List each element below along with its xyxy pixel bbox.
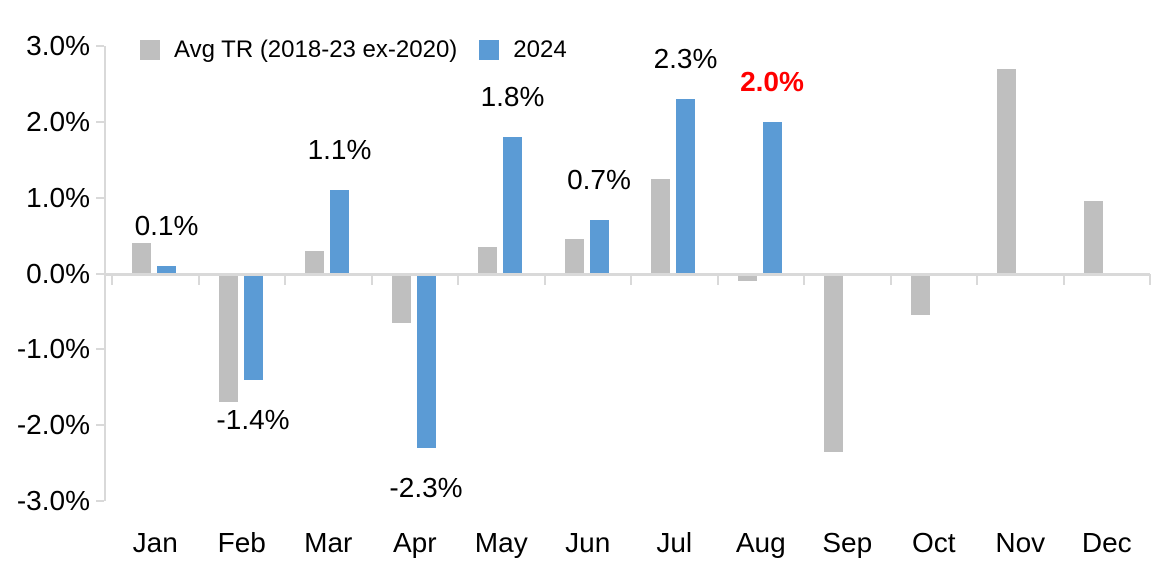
- bar-2024-apr: [416, 273, 436, 448]
- bar-avg-tr-mar: [305, 250, 324, 274]
- x-axis-tick: [111, 274, 113, 285]
- month-label-nov: Nov: [995, 527, 1046, 558]
- bar-avg-tr-may: [478, 246, 497, 274]
- y-axis-tick: [96, 120, 104, 123]
- y-axis-label: -1.0%: [16, 333, 90, 365]
- bar-avg-tr-nov: [997, 68, 1016, 274]
- x-axis-tick: [976, 274, 978, 285]
- y-axis-label: -2.0%: [16, 409, 90, 441]
- bar-2024-aug: [762, 121, 782, 274]
- data-label-2024-may: 1.8%: [480, 81, 545, 112]
- bar-avg-tr-oct: [910, 273, 930, 316]
- legend-label-2024: 2024: [513, 36, 567, 63]
- month-label-feb: Feb: [217, 527, 266, 558]
- y-axis-label: 2.0%: [26, 105, 90, 137]
- month-label-jun: Jun: [565, 527, 611, 558]
- data-label-2024-jun: 0.7%: [567, 164, 631, 196]
- month-label-jan: Jan: [132, 527, 178, 558]
- x-axis-tick: [543, 274, 546, 285]
- bar-2024-mar: [330, 190, 349, 274]
- legend-swatch-2024: [479, 40, 500, 60]
- bar-avg-tr-jun: [564, 239, 584, 274]
- month-label-apr: Apr: [392, 527, 437, 558]
- data-label-2024-aug: 2.0%: [740, 65, 804, 97]
- y-axis-tick: [96, 424, 104, 427]
- month-label-sep: Sep: [822, 527, 873, 558]
- bar-avg-tr-apr: [391, 273, 411, 323]
- bar-2024-feb: [243, 273, 263, 380]
- month-label-mar: Mar: [304, 527, 353, 558]
- month-label-oct: Oct: [911, 527, 956, 558]
- data-label-2024-mar: 1.1%: [307, 134, 372, 166]
- legend-swatch-avg-tr: [140, 40, 160, 60]
- bar-avg-tr-jan: [132, 243, 151, 274]
- x-axis-tick: [803, 274, 805, 285]
- legend-label-avg-tr: Avg TR (2018-23 ex-2020): [174, 36, 458, 63]
- x-axis-tick: [457, 274, 459, 285]
- y-axis-label: 3.0%: [26, 30, 90, 61]
- x-axis-tick: [370, 274, 373, 285]
- y-axis-label: -3.0%: [16, 484, 90, 516]
- x-axis-tick: [716, 274, 719, 285]
- y-axis-tick: [96, 348, 104, 351]
- data-label-2024-apr: -2.3%: [389, 471, 463, 503]
- month-label-may: May: [474, 527, 528, 558]
- bar-2024-jun: [589, 220, 609, 274]
- month-label-jul: Jul: [656, 527, 693, 558]
- bar-avg-tr-aug: [737, 273, 757, 282]
- x-axis-tick: [284, 274, 286, 285]
- x-axis-tick: [1062, 274, 1065, 285]
- data-label-2024-feb: -1.4%: [216, 403, 290, 435]
- data-label-2024-jan: 0.1%: [134, 209, 199, 241]
- bar-2024-may: [503, 137, 522, 274]
- month-label-aug: Aug: [735, 527, 786, 558]
- x-axis-tick: [197, 274, 200, 285]
- x-axis-tick: [1149, 274, 1151, 285]
- bar-avg-tr-jul: [651, 178, 670, 274]
- data-label-2024-jul: 2.3%: [653, 43, 718, 75]
- y-axis-label: 1.0%: [26, 181, 90, 213]
- y-axis-label: 0.0%: [26, 257, 90, 289]
- bar-avg-tr-sep: [824, 273, 843, 452]
- y-axis-tick: [96, 196, 104, 199]
- y-axis-tick: [96, 45, 104, 47]
- bar-avg-tr-dec: [1083, 201, 1103, 274]
- month-label-dec: Dec: [1081, 527, 1132, 558]
- x-axis-line: [104, 273, 1150, 276]
- bar-avg-tr-feb: [218, 273, 238, 403]
- x-axis-tick: [889, 274, 892, 285]
- chart-legend: Avg TR (2018-23 ex-2020) 2024: [140, 36, 567, 64]
- bar-2024-jul: [676, 99, 695, 274]
- bar-2024-jan: [157, 265, 176, 274]
- x-axis-tick: [630, 274, 632, 285]
- y-axis-tick: [96, 272, 104, 275]
- y-axis-tick: [96, 499, 104, 502]
